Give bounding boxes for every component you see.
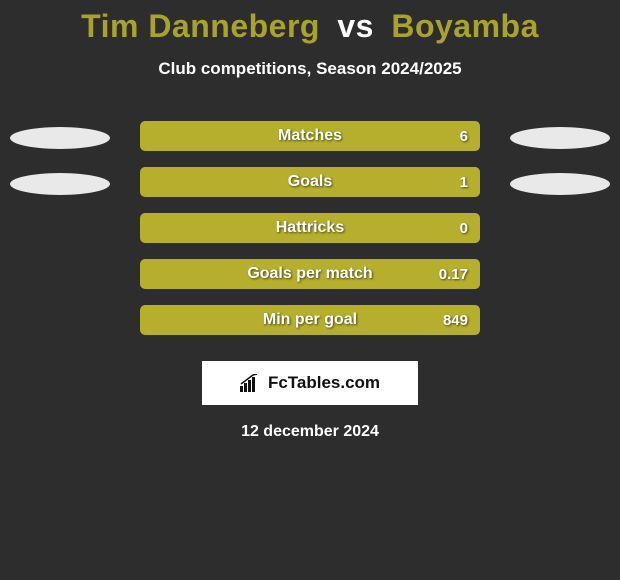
stat-row: Goals per match0.17	[0, 259, 620, 289]
stat-label: Goals	[140, 167, 480, 197]
stat-row: Hattricks0	[0, 213, 620, 243]
ellipse-right	[510, 173, 610, 195]
stat-bar: Min per goal849	[140, 305, 480, 335]
vs-label: vs	[337, 8, 374, 44]
chart-icon	[240, 374, 262, 392]
player2-name: Boyamba	[391, 8, 539, 44]
ellipse-left	[10, 127, 110, 149]
stat-label: Matches	[140, 121, 480, 151]
subtitle: Club competitions, Season 2024/2025	[0, 59, 620, 79]
stat-bar: Goals1	[140, 167, 480, 197]
player1-name: Tim Danneberg	[81, 8, 320, 44]
stat-value: 6	[460, 121, 468, 151]
stat-label: Hattricks	[140, 213, 480, 243]
stat-bar: Hattricks0	[140, 213, 480, 243]
stat-bar: Matches6	[140, 121, 480, 151]
stat-value: 0.17	[439, 259, 468, 289]
ellipse-right	[510, 127, 610, 149]
branding-text: FcTables.com	[268, 373, 380, 393]
stat-rows: Matches6Goals1Hattricks0Goals per match0…	[0, 121, 620, 335]
ellipse-left	[10, 173, 110, 195]
stat-value: 1	[460, 167, 468, 197]
stat-row: Goals1	[0, 167, 620, 197]
page-title: Tim Danneberg vs Boyamba	[0, 8, 620, 45]
stat-value: 849	[443, 305, 468, 335]
stat-row: Min per goal849	[0, 305, 620, 335]
date-label: 12 december 2024	[0, 423, 620, 441]
stat-bar: Goals per match0.17	[140, 259, 480, 289]
stat-label: Min per goal	[140, 305, 480, 335]
comparison-card: Tim Danneberg vs Boyamba Club competitio…	[0, 0, 620, 441]
stat-label: Goals per match	[140, 259, 480, 289]
stat-row: Matches6	[0, 121, 620, 151]
stat-value: 0	[460, 213, 468, 243]
branding-badge: FcTables.com	[202, 361, 418, 405]
